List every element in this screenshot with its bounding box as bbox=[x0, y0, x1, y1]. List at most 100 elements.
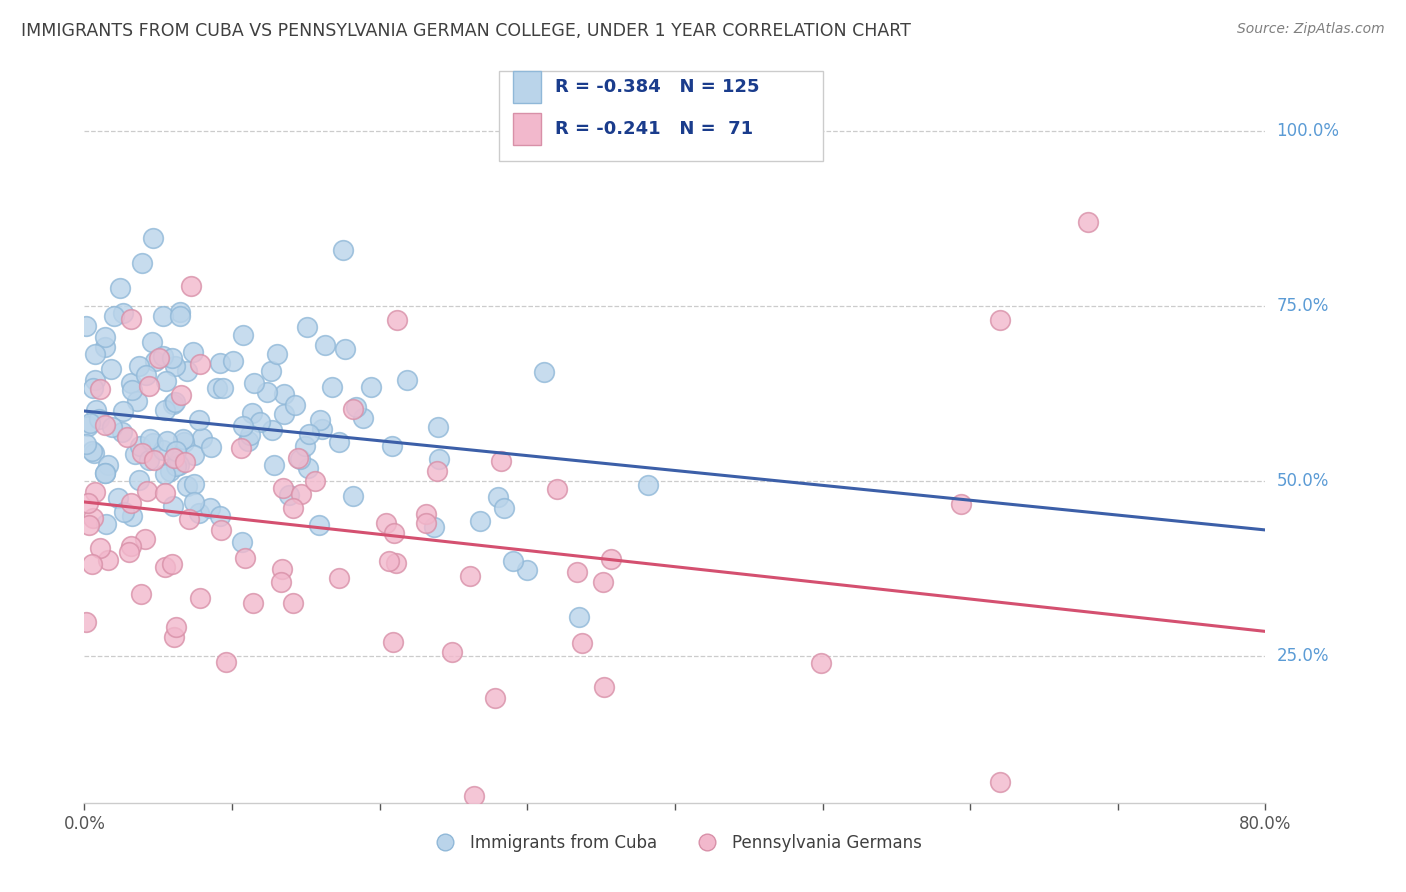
Point bbox=[169, 310, 191, 324]
Point bbox=[415, 516, 437, 530]
Point bbox=[243, 376, 266, 391]
Point bbox=[263, 458, 285, 473]
Point bbox=[82, 557, 104, 571]
Point bbox=[374, 516, 396, 530]
Point bbox=[491, 454, 513, 468]
Point bbox=[571, 636, 593, 650]
Point bbox=[162, 499, 184, 513]
Point bbox=[111, 306, 134, 320]
Text: R = -0.384   N = 125: R = -0.384 N = 125 bbox=[555, 78, 759, 96]
Point bbox=[124, 447, 146, 461]
Point bbox=[208, 508, 231, 523]
Point bbox=[135, 483, 157, 498]
Point bbox=[328, 435, 350, 450]
Point bbox=[153, 560, 176, 574]
Point bbox=[75, 318, 97, 333]
Point bbox=[308, 413, 330, 427]
Point bbox=[342, 489, 364, 503]
Point bbox=[270, 575, 292, 590]
Point bbox=[600, 551, 623, 566]
Point bbox=[128, 359, 150, 373]
Point bbox=[120, 496, 142, 510]
Point bbox=[270, 562, 292, 576]
Point bbox=[176, 479, 198, 493]
Point bbox=[138, 452, 160, 467]
Point bbox=[94, 330, 117, 344]
Point bbox=[240, 406, 263, 420]
Point bbox=[427, 451, 450, 466]
Point bbox=[283, 596, 305, 610]
Point bbox=[321, 380, 343, 394]
Point bbox=[381, 439, 404, 453]
Point bbox=[107, 491, 129, 505]
Point bbox=[208, 356, 231, 370]
Point bbox=[160, 351, 183, 366]
Point bbox=[295, 319, 318, 334]
Point bbox=[183, 495, 205, 509]
Point bbox=[94, 340, 117, 354]
Point bbox=[138, 379, 160, 393]
Point bbox=[260, 423, 283, 437]
Text: Source: ZipAtlas.com: Source: ZipAtlas.com bbox=[1237, 22, 1385, 37]
Point bbox=[180, 278, 202, 293]
Point bbox=[156, 434, 179, 448]
Point bbox=[174, 455, 197, 469]
Point bbox=[155, 374, 177, 388]
Point bbox=[209, 523, 232, 537]
Point bbox=[172, 433, 194, 447]
Point bbox=[198, 500, 221, 515]
Point bbox=[281, 501, 304, 516]
Point bbox=[304, 474, 326, 488]
Point bbox=[278, 488, 301, 502]
Point bbox=[426, 464, 449, 478]
Point bbox=[378, 554, 401, 568]
Point bbox=[94, 516, 117, 531]
Point bbox=[232, 418, 254, 433]
Point bbox=[141, 335, 163, 350]
Text: 100.0%: 100.0% bbox=[1277, 122, 1340, 140]
Point bbox=[211, 381, 233, 395]
Point bbox=[382, 634, 405, 648]
Point bbox=[166, 454, 188, 468]
Point bbox=[165, 444, 187, 458]
Point bbox=[84, 346, 107, 360]
Point bbox=[533, 365, 555, 379]
Point bbox=[93, 466, 115, 480]
Point bbox=[89, 541, 111, 555]
Point bbox=[83, 446, 105, 460]
Point bbox=[231, 534, 253, 549]
Point bbox=[236, 434, 259, 448]
Point bbox=[121, 509, 143, 524]
Point bbox=[82, 511, 104, 525]
Point bbox=[458, 569, 481, 583]
Point bbox=[352, 411, 374, 425]
Point bbox=[162, 397, 184, 411]
Point bbox=[328, 571, 350, 585]
Point bbox=[112, 505, 135, 519]
Point bbox=[239, 427, 262, 442]
Point bbox=[484, 691, 506, 706]
Point bbox=[153, 485, 176, 500]
Text: 25.0%: 25.0% bbox=[1277, 647, 1329, 665]
Point bbox=[382, 526, 405, 541]
Point bbox=[94, 466, 117, 480]
Point bbox=[142, 436, 165, 450]
Point bbox=[187, 506, 209, 520]
Point bbox=[593, 680, 616, 694]
Point bbox=[160, 557, 183, 571]
Point bbox=[131, 256, 153, 270]
Point bbox=[127, 393, 149, 408]
Legend: Immigrants from Cuba, Pennsylvania Germans: Immigrants from Cuba, Pennsylvania Germa… bbox=[422, 828, 928, 859]
Point bbox=[169, 305, 191, 319]
Text: 75.0%: 75.0% bbox=[1277, 297, 1329, 315]
Point bbox=[284, 398, 307, 412]
Point bbox=[142, 453, 165, 467]
Point bbox=[77, 517, 100, 532]
Point bbox=[333, 342, 356, 356]
Point bbox=[266, 346, 288, 360]
Point bbox=[200, 440, 222, 454]
Point bbox=[260, 364, 283, 378]
Point bbox=[222, 354, 245, 368]
Point bbox=[120, 376, 142, 391]
Point bbox=[463, 789, 485, 803]
